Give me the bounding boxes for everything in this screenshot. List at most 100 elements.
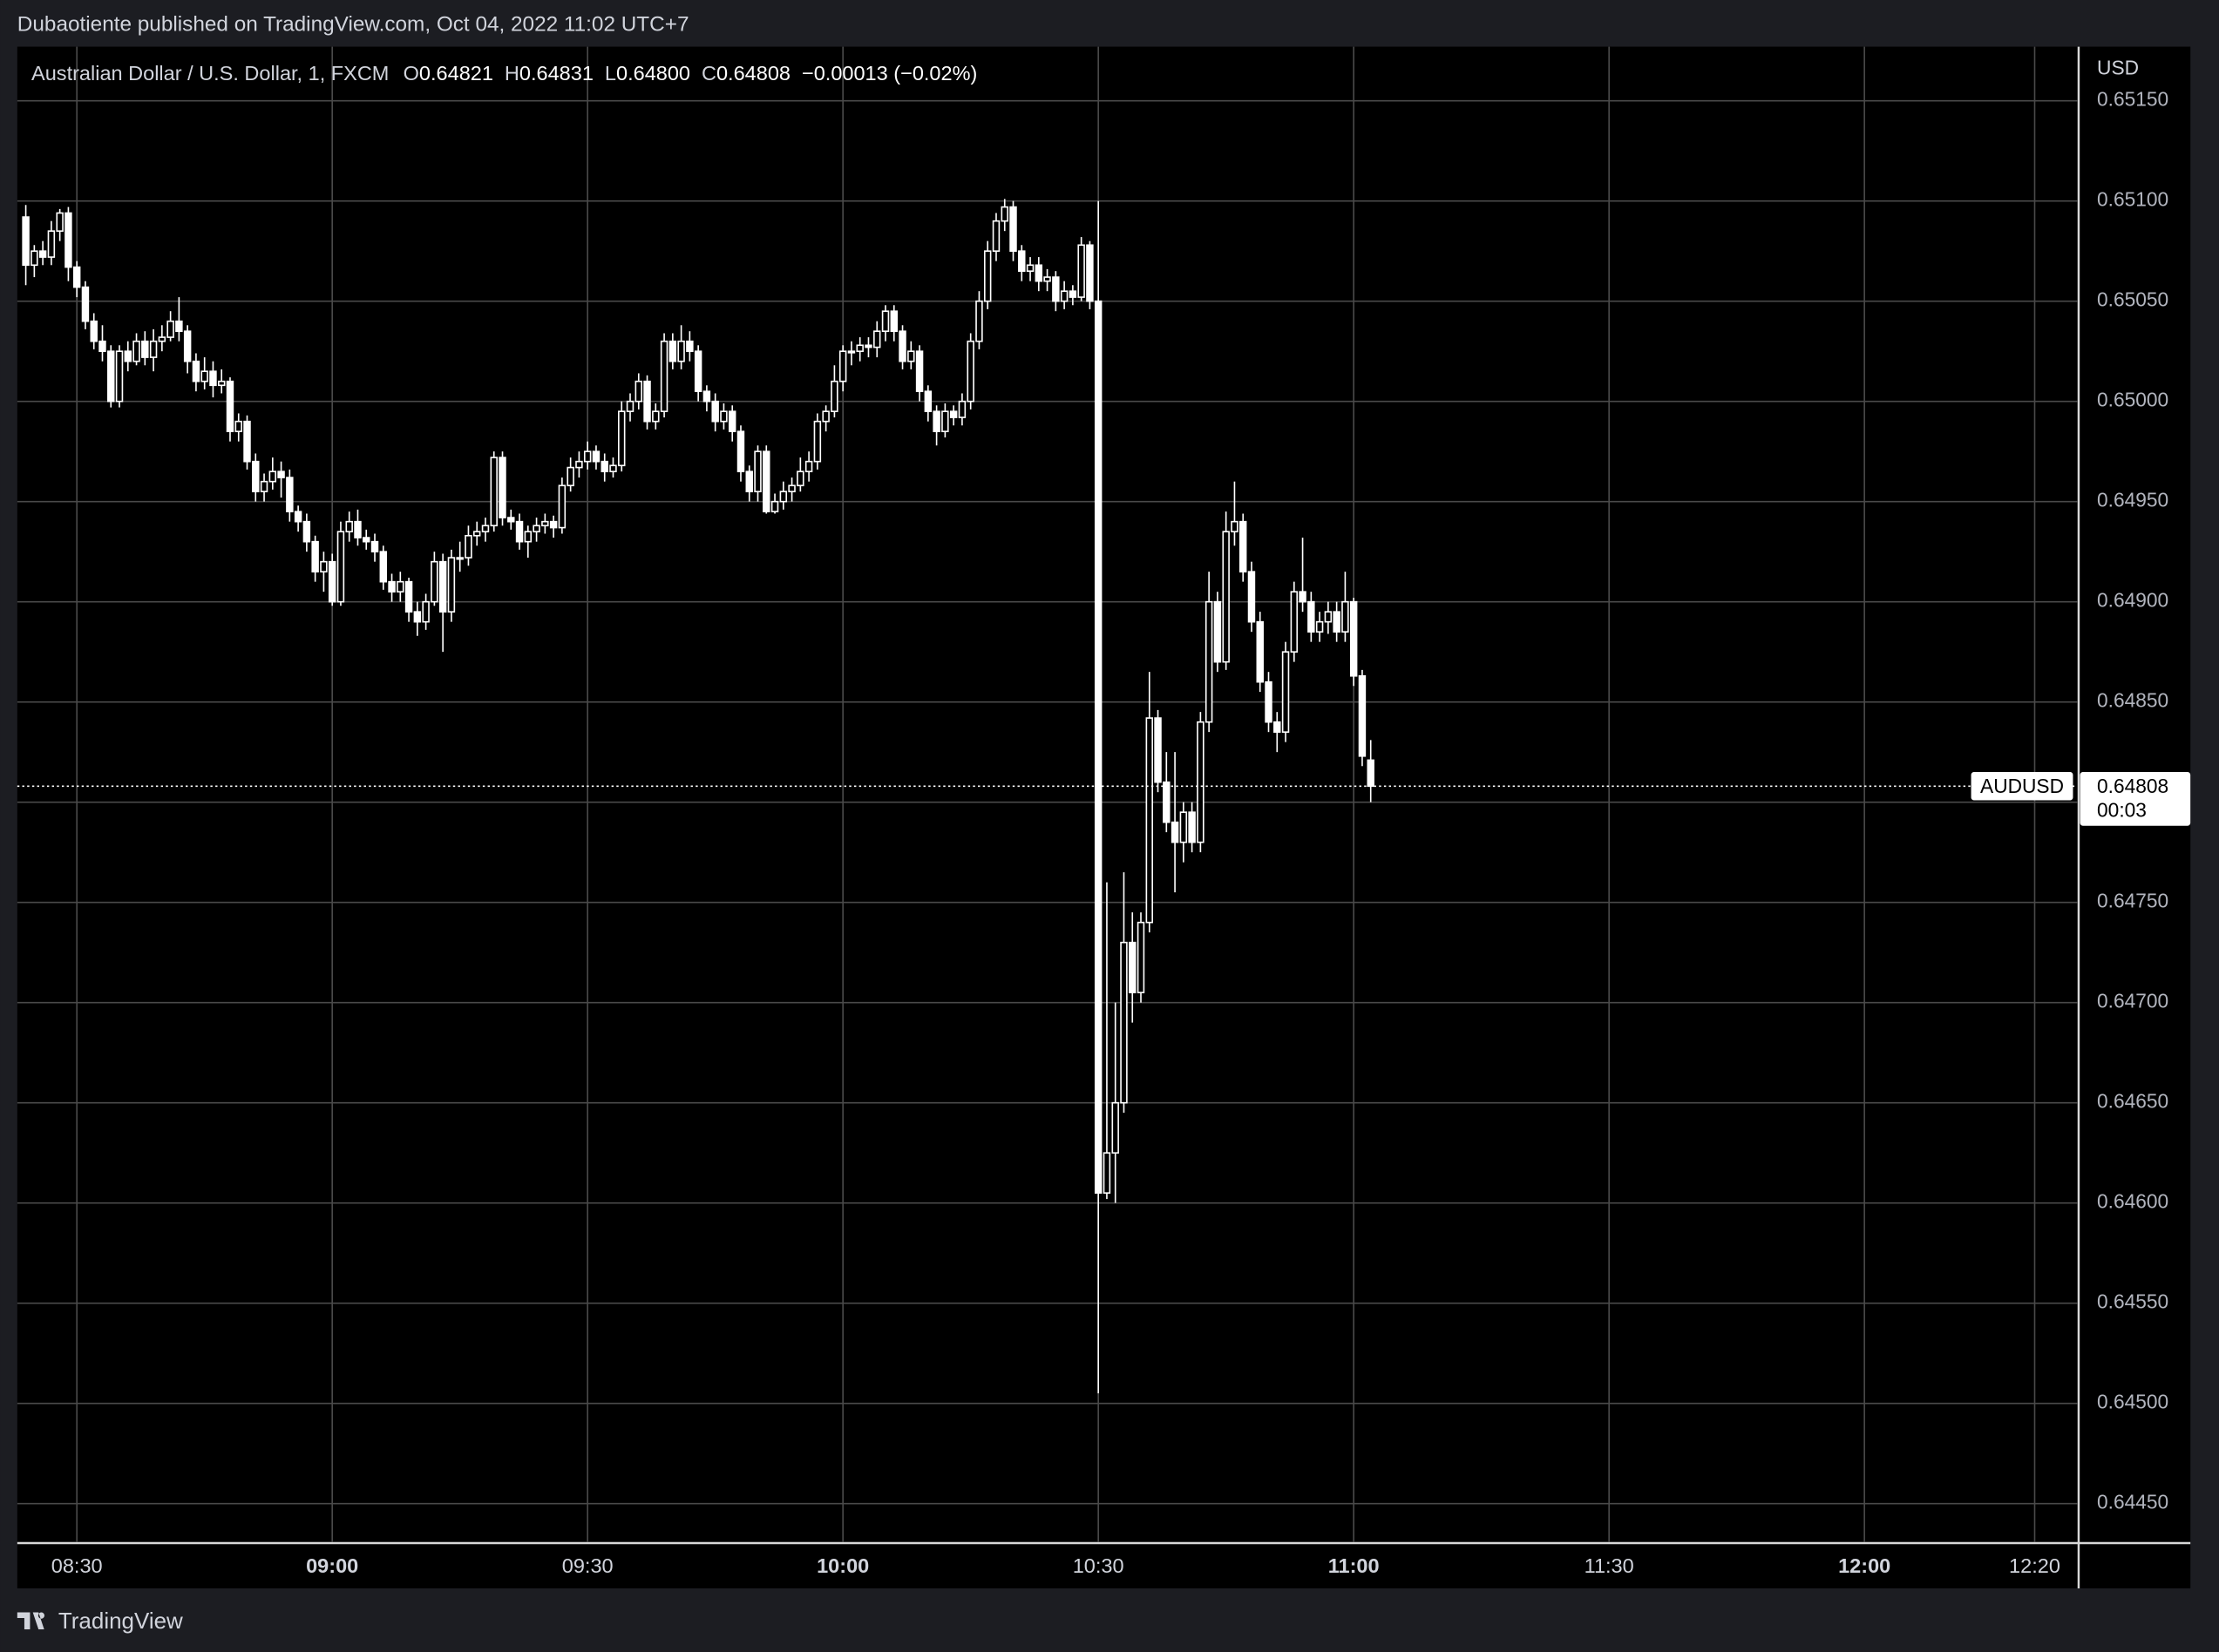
candle-body (397, 580, 404, 592)
y-tick-label: 0.64600 (2097, 1190, 2168, 1213)
candle-body (1043, 276, 1051, 282)
candle-body (1205, 600, 1213, 723)
candle-body (643, 380, 651, 423)
legend: Australian Dollar / U.S. Dollar, 1, FXCM… (31, 62, 977, 85)
candle-body (438, 560, 447, 613)
candle-body (1001, 206, 1008, 222)
candle-body (1060, 290, 1069, 302)
candle-body (924, 390, 933, 412)
candle-body (822, 410, 830, 423)
candle-body (1358, 674, 1367, 757)
candle-body (302, 520, 311, 543)
candle-body (907, 350, 915, 362)
candle-body (1026, 264, 1035, 272)
candle-body (31, 250, 38, 267)
candle-body (626, 400, 634, 412)
candle-body (949, 410, 958, 418)
candle-body (1281, 651, 1290, 733)
candle-body (192, 360, 200, 383)
candle-body (22, 216, 30, 267)
candle-body (788, 484, 796, 492)
candle-body (1324, 611, 1333, 623)
candle-body (601, 460, 608, 472)
candle-body (779, 491, 788, 503)
legend-label: O (404, 62, 419, 85)
candle-body (831, 380, 838, 412)
candle-body (1103, 1152, 1111, 1194)
candle-body (1256, 620, 1264, 683)
candle-body (1238, 520, 1247, 572)
candle-body (1273, 721, 1281, 733)
candle-body (217, 380, 226, 387)
candle-body (1069, 290, 1077, 298)
candle-body (98, 340, 106, 352)
candle-body (847, 350, 856, 354)
candle-body (813, 420, 822, 463)
chart-pane (17, 46, 2191, 1588)
candle-body (90, 320, 98, 342)
candle-body (1349, 600, 1358, 677)
candle-body (47, 230, 56, 258)
candle-body (1111, 1101, 1119, 1154)
published-line: Dubaotiente published on TradingView.com… (17, 13, 689, 37)
candle-body (652, 410, 660, 423)
candle-body (1197, 721, 1205, 843)
candle-body (1333, 611, 1340, 633)
x-tick-label: 11:00 (1328, 1554, 1380, 1577)
candle-body (1137, 921, 1145, 993)
x-tick-label: 09:30 (562, 1554, 614, 1577)
price-tag: 0.64808 (2097, 775, 2168, 797)
candle-body (64, 212, 72, 268)
candle-body (797, 471, 804, 487)
candle-body (465, 534, 472, 559)
candle-body (1213, 600, 1222, 663)
legend-label: L (605, 62, 616, 85)
candle-body (618, 410, 626, 467)
symbol-tag-box (1971, 772, 2073, 801)
x-tick-label: 12:00 (1838, 1554, 1890, 1577)
candle-body (243, 420, 251, 463)
legend-value: 0.64800 (616, 62, 690, 85)
candle-body (507, 517, 515, 523)
y-tick-label: 0.64900 (2097, 589, 2168, 612)
x-tick-label: 09:00 (306, 1554, 358, 1577)
candle-body (38, 250, 47, 258)
candle-body (660, 340, 668, 412)
candle-body (838, 350, 847, 383)
y-tick-label: 0.64450 (2097, 1491, 2168, 1513)
candle-body (328, 560, 336, 603)
y-tick-label: 0.65050 (2097, 288, 2168, 311)
candle-body (499, 457, 506, 518)
candle-body (1163, 781, 1171, 823)
candle-body (158, 336, 166, 342)
logo-mark (17, 1612, 44, 1630)
legend-value: 0.64831 (519, 62, 594, 85)
candle-body (183, 330, 192, 362)
candle-body (81, 286, 90, 322)
candle-body (873, 330, 881, 349)
candle-body (958, 400, 967, 418)
candle-body (447, 557, 456, 613)
candle-body (711, 400, 719, 423)
candle-body (1179, 811, 1188, 843)
candle-body (234, 420, 242, 432)
y-tick-label: 0.64950 (2097, 489, 2168, 511)
candle-body (1307, 600, 1315, 633)
candle-body (865, 344, 872, 349)
candle-body (286, 477, 294, 512)
candle-body (1094, 300, 1103, 1194)
candle-body (413, 611, 422, 623)
legend-label: H (505, 62, 519, 85)
candle-body (268, 471, 277, 483)
candle-body (1299, 591, 1306, 603)
candle-body (983, 250, 992, 302)
countdown: 00:03 (2097, 798, 2147, 821)
candle-body (804, 460, 813, 472)
candle-body (524, 531, 533, 543)
plot (17, 46, 2078, 1542)
candle-body (770, 500, 779, 512)
candle-body (736, 430, 745, 472)
y-tick-label: 0.64850 (2097, 689, 2168, 712)
candle-body (115, 350, 124, 403)
candle-body (141, 340, 149, 358)
